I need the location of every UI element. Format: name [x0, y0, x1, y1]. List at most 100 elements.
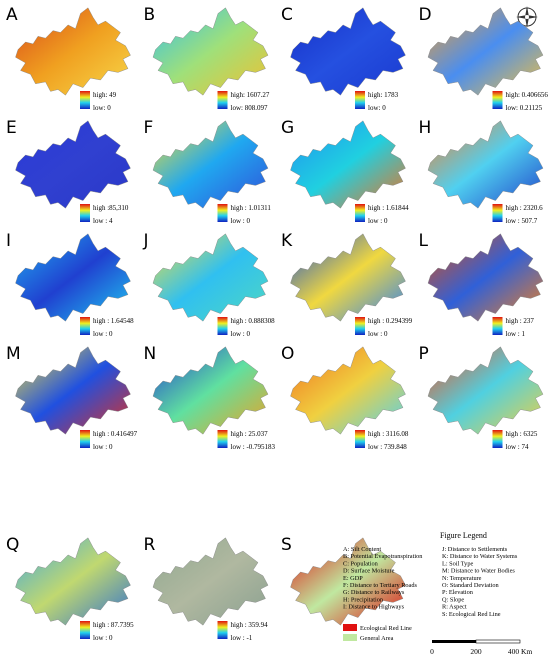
high-label: high : 1.64548 — [93, 317, 134, 325]
panel-label: J — [143, 231, 149, 251]
high-label: high: 49 — [93, 91, 117, 99]
map — [152, 7, 269, 96]
legend-item: C: Population — [343, 560, 379, 567]
legend-item: O: Standard Deviation — [442, 582, 500, 589]
color-bar — [492, 317, 503, 335]
color-bar — [217, 317, 228, 335]
low-label: low: 808.097 — [231, 104, 268, 112]
color-bar — [80, 430, 90, 448]
map — [290, 537, 406, 626]
color-bar — [217, 430, 228, 448]
low-label: low : 4 — [93, 217, 113, 225]
map — [427, 346, 544, 435]
scale-bar — [432, 640, 476, 643]
legend-item: R: Aspect — [442, 604, 467, 611]
panel-label: Q — [6, 535, 19, 555]
color-bar — [217, 621, 228, 639]
map — [290, 120, 406, 209]
legend-item: A: Silt Content — [343, 546, 381, 553]
color-bar — [355, 317, 365, 335]
legend-key: Ecological Red Line — [360, 625, 412, 632]
map — [152, 233, 269, 322]
panel-label: R — [144, 535, 156, 555]
high-label: high : 0.416497 — [93, 430, 138, 438]
panel-label: H — [419, 118, 432, 138]
panel-label: G — [281, 118, 294, 138]
low-label: low : 0 — [368, 217, 388, 225]
legend-item: D: Surface Moisture — [343, 568, 395, 575]
legend-item: G: Distance to Railways — [343, 589, 405, 596]
legend-item: M: Distance to Water Bodies — [442, 568, 515, 575]
high-label: high : 0.294399 — [368, 317, 413, 325]
panel-label: O — [281, 344, 294, 364]
panel-label: C — [281, 5, 293, 25]
legend-item: F: Distance to Tertiary Roads — [343, 582, 417, 589]
map — [152, 537, 269, 626]
map — [290, 7, 406, 96]
legend-item: I: Distance to Highways — [343, 604, 405, 611]
legend-item: P: Elevation — [442, 589, 474, 596]
low-label: low: 0.21125 — [506, 104, 543, 112]
low-label: low : 0 — [93, 330, 113, 338]
color-bar — [217, 91, 228, 109]
high-label: high : 1.01311 — [231, 204, 272, 212]
color-bar — [355, 204, 365, 222]
high-label: high : 25.037 — [231, 430, 269, 438]
map — [290, 233, 406, 322]
color-bar — [355, 91, 365, 109]
low-label: low: 0 — [368, 104, 386, 112]
panel-label: P — [419, 344, 429, 364]
color-bar — [492, 204, 503, 222]
high-label: high : 237 — [506, 317, 535, 325]
color-bar — [80, 621, 90, 639]
high-label: high : 0.888308 — [231, 317, 276, 325]
legend-item: J: Distance to Settlements — [442, 546, 508, 553]
map — [427, 7, 544, 96]
high-label: high : 2320.6 — [506, 204, 544, 212]
legend-item: B: Potential Evapotranspiration — [343, 553, 423, 560]
low-label: low : -0.795183 — [231, 443, 276, 451]
scale-label: 0 — [430, 647, 434, 656]
panel-label: B — [144, 5, 156, 25]
panel-label: K — [281, 231, 293, 251]
panel-label: N — [144, 344, 157, 364]
map — [290, 346, 406, 435]
legend-item: K: Distance to Water Systems — [442, 553, 518, 560]
low-label: low : 74 — [506, 443, 529, 451]
panel-label: M — [6, 344, 21, 364]
color-bar — [80, 317, 90, 335]
legend-item: Q: Slope — [442, 596, 464, 603]
low-label: low : 0 — [231, 330, 251, 338]
low-label: low : -1 — [231, 634, 253, 642]
legend-item: L: Soil Type — [442, 560, 473, 567]
map — [427, 120, 544, 209]
panel-label: S — [281, 535, 292, 555]
high-label: high: 0.406656 — [506, 91, 549, 99]
high-label: high: 1783 — [368, 91, 399, 99]
map — [15, 233, 131, 322]
color-bar — [217, 204, 228, 222]
color-bar — [80, 204, 90, 222]
scale-bar — [475, 639, 521, 644]
legend-swatch — [343, 624, 357, 631]
high-label: high : 1.61844 — [368, 204, 409, 212]
high-label: high : 359.94 — [231, 621, 269, 629]
color-bar — [492, 91, 503, 109]
color-bar — [355, 430, 365, 448]
legend-item: H: Precipitation — [343, 596, 384, 603]
panel-label: L — [419, 231, 429, 251]
